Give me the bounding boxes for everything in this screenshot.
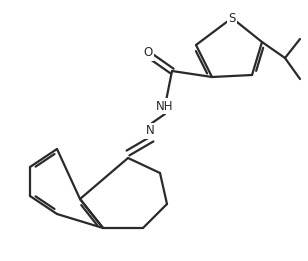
Text: NH: NH [156, 99, 174, 112]
Text: S: S [228, 11, 236, 25]
Text: N: N [146, 124, 154, 138]
Text: O: O [144, 46, 153, 60]
